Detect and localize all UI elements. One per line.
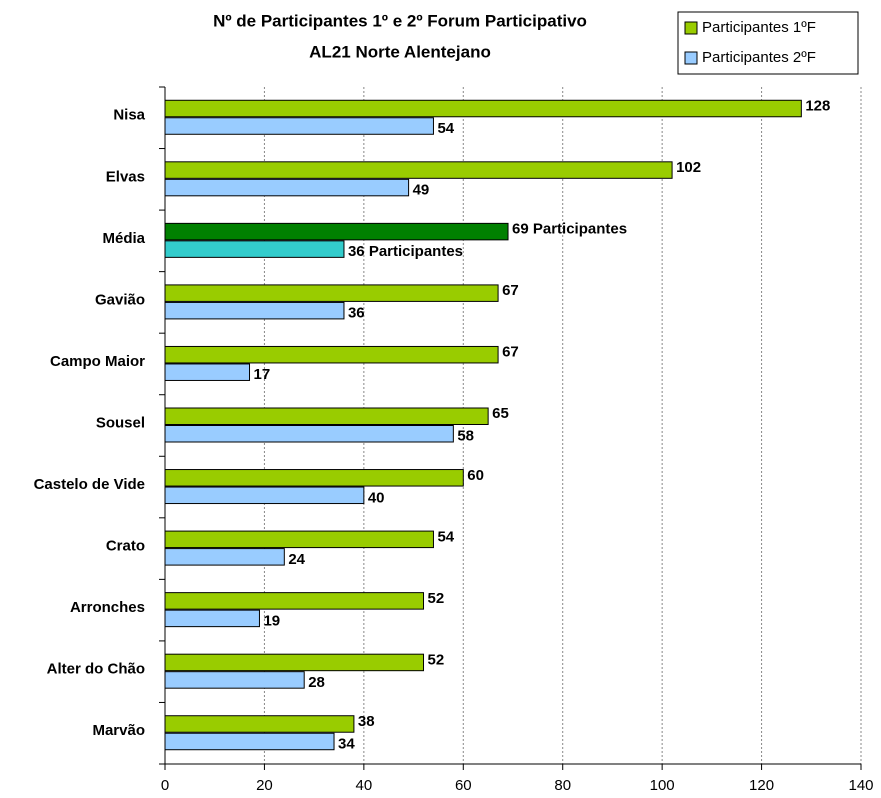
- x-tick-label: 60: [455, 777, 472, 794]
- data-label: 54: [437, 528, 454, 545]
- data-label: 52: [428, 590, 445, 607]
- y-tick-label: Alter do Chão: [47, 661, 145, 678]
- bar: [164, 732, 335, 751]
- data-label: 60: [467, 467, 484, 484]
- data-label: 58: [457, 428, 474, 445]
- data-label: 24: [288, 551, 305, 568]
- bar: [164, 117, 434, 135]
- y-tick-label: Gavião: [95, 291, 145, 308]
- data-label: 19: [263, 612, 280, 629]
- bar: [164, 469, 464, 487]
- bar: [164, 530, 434, 549]
- bar: [164, 301, 345, 320]
- bar: [164, 653, 425, 672]
- bar: [164, 345, 499, 364]
- data-label: 17: [254, 366, 271, 383]
- data-label: 34: [338, 735, 355, 752]
- bar: [164, 363, 251, 381]
- data-label: 52: [428, 651, 445, 668]
- data-label: 102: [676, 159, 701, 176]
- y-tick-label: Castelo de Vide: [34, 476, 145, 493]
- chart-title: AL21 Norte Alentejano: [309, 42, 491, 61]
- y-tick-label: Arronches: [70, 599, 145, 616]
- bar: [164, 592, 425, 610]
- chart-title: Nº de Participantes 1º e 2º Forum Partic…: [213, 11, 587, 30]
- data-label: 36 Participantes: [348, 243, 463, 260]
- data-label: 38: [358, 713, 375, 730]
- bar: [164, 609, 260, 628]
- legend-swatch: [684, 51, 698, 65]
- x-tick-label: 20: [256, 777, 273, 794]
- y-tick-label: Crato: [106, 538, 145, 555]
- data-label: 40: [368, 489, 385, 506]
- bar: [164, 548, 285, 566]
- data-label: 28: [308, 674, 325, 691]
- x-tick-label: 0: [161, 777, 169, 794]
- legend-box: [677, 11, 859, 75]
- bar: [164, 407, 489, 425]
- bar: [164, 284, 499, 302]
- data-label: 65: [492, 405, 509, 422]
- bar: [164, 715, 355, 733]
- data-label: 49: [413, 182, 430, 199]
- legend-swatch: [684, 21, 698, 35]
- bar: [164, 222, 509, 241]
- y-tick-label: Marvão: [92, 722, 145, 739]
- bar: [164, 240, 345, 258]
- x-tick-label: 120: [749, 777, 774, 794]
- data-label: 67: [502, 282, 519, 299]
- x-tick-label: 80: [554, 777, 571, 794]
- x-tick-label: 40: [356, 777, 373, 794]
- y-tick-label: Média: [102, 230, 145, 247]
- legend-label: Participantes 2ºF: [702, 49, 816, 66]
- y-tick-label: Nisa: [113, 107, 145, 124]
- y-tick-label: Sousel: [96, 414, 145, 431]
- y-tick-label: Campo Maior: [50, 353, 145, 370]
- bar: [164, 486, 365, 505]
- data-label: 36: [348, 305, 365, 322]
- data-label: 67: [502, 344, 519, 361]
- bar: [164, 161, 673, 179]
- x-tick-label: 140: [848, 777, 873, 794]
- data-label: 128: [805, 97, 830, 114]
- y-tick-label: Elvas: [106, 168, 145, 185]
- data-label: 69 Participantes: [512, 221, 627, 238]
- bar: [164, 99, 802, 118]
- bar: [164, 671, 305, 689]
- data-label: 54: [437, 120, 454, 137]
- x-tick-label: 100: [650, 777, 675, 794]
- bar: [164, 425, 454, 443]
- legend-label: Participantes 1ºF: [702, 19, 816, 36]
- bar: [164, 178, 410, 197]
